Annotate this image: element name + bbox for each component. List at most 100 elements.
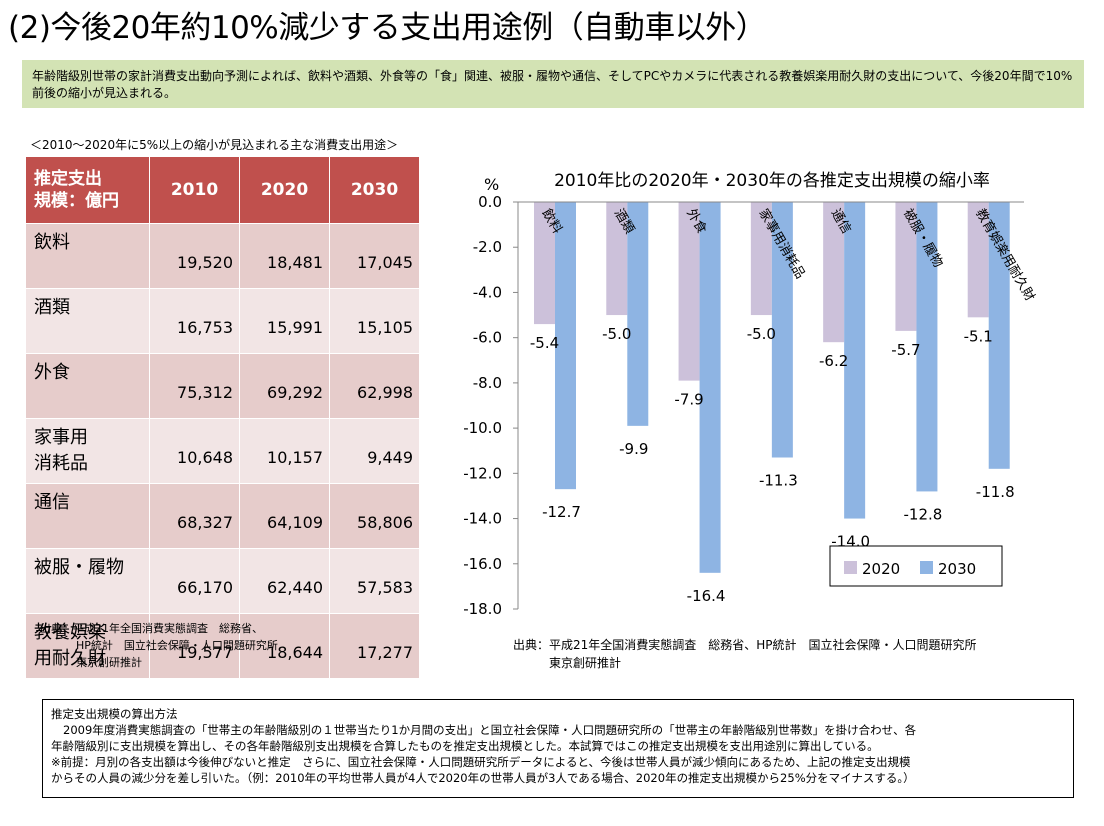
y-tick-label: -4.0	[473, 283, 502, 301]
bar-2020	[534, 202, 555, 325]
table-header-label-line1: 推定支出	[34, 169, 102, 189]
cell-2020: 15,991	[239, 288, 330, 354]
y-axis-ticks: 0.0 -2.0 -4.0 -6.0 -8.0 -10.0 -12.0 -14.0 -16.0 -…	[463, 193, 518, 618]
bar-2020	[606, 202, 628, 316]
value-label-2020: -5.0	[602, 325, 631, 343]
cell-2010: 68,327	[149, 483, 240, 549]
table-header-2020: 2020	[239, 156, 330, 224]
summary-text: 年齢階級別世帯の家計消費支出動向予測によれば、飲料や酒類、外食等の「食」関連、被…	[32, 69, 1073, 100]
y-tick-label: -12.0	[463, 464, 502, 482]
bar-2020	[750, 202, 772, 316]
row-label-line2: 用耐久財	[34, 648, 106, 669]
summary-box: 年齢階級別世帯の家計消費支出動向予測によれば、飲料や酒類、外食等の「食」関連、被…	[22, 60, 1084, 108]
table-row: 通信 68,327 64,109 58,806	[25, 483, 420, 549]
cell-2010: 19,577	[149, 613, 240, 679]
cell-2020: 69,292	[239, 353, 330, 419]
y-tick-label: -8.0	[473, 374, 502, 392]
cell-2030: 58,806	[329, 483, 420, 549]
cell-2030: 62,998	[329, 353, 420, 419]
cell-2010: 10,648	[149, 418, 240, 484]
table-caption: ＜2010～2020年に5%以上の縮小が見込まれる主な消費支出用途＞	[30, 138, 399, 152]
value-label-2030: -12.8	[904, 505, 943, 523]
cell-2020: 10,157	[239, 418, 330, 484]
y-tick-label: 0.0	[478, 193, 502, 211]
chart-title: 2010年比の2020年・2030年の各推定支出規模の縮小率	[554, 171, 990, 191]
chart-source: 出典：平成21年全国消費実態調査 総務省、HP統計 国立社会保障・人口問題研究所…	[513, 636, 977, 672]
y-tick-label: -14.0	[463, 510, 502, 528]
bar-2020	[895, 202, 917, 331]
row-label-line1: 家事用	[34, 427, 88, 448]
cell-2010: 66,170	[149, 548, 240, 614]
value-label-2020: -5.1	[964, 327, 993, 345]
table-source-line1: 出典：平成21年全国消費実態調査 総務省、	[40, 622, 263, 635]
row-label: 教養娯楽 用耐久財	[25, 613, 150, 679]
cell-2030: 17,045	[329, 223, 420, 289]
cell-2030: 9,449	[329, 418, 420, 484]
row-label: 飲料	[25, 223, 150, 289]
method-line2: 年齢階級別に支出規模を算出し、その各年齢階級別支出規模を合算したものを推定支出規…	[51, 739, 879, 753]
table-row: 外食 75,312 69,292 62,998	[25, 353, 420, 419]
value-label-2020: -5.4	[530, 334, 559, 352]
row-label: 酒類	[25, 288, 150, 354]
table-source: 出典：平成21年全国消費実態調査 総務省、 HP統計 国立社会保障・人口問題研究…	[40, 620, 278, 671]
value-label-2030: -16.4	[687, 587, 726, 605]
value-label-2020: -5.0	[747, 325, 776, 343]
value-label-2020: -7.9	[674, 391, 703, 409]
row-label-line1: 被服・履物	[34, 557, 124, 578]
value-label-2030: -11.3	[759, 472, 798, 490]
table-header-label-line2: 規模：億円	[34, 191, 119, 211]
row-label-line1: 教養娯楽	[34, 622, 106, 643]
legend-label-2030: 2030	[938, 560, 976, 578]
method-line1: 2009年度消費実態調査の「世帯主の年齢階級別の１世帯当たり1か月間の支出」と国…	[63, 723, 917, 737]
bar-2020	[967, 202, 989, 318]
legend-label-2020: 2020	[862, 560, 900, 578]
cell-2020: 18,481	[239, 223, 330, 289]
bar-2030	[916, 202, 938, 492]
row-label-line1: 通信	[34, 492, 70, 513]
bar-2030	[844, 202, 866, 519]
bar-2030	[555, 202, 576, 490]
bar-2030	[771, 202, 793, 458]
cell-2010: 75,312	[149, 353, 240, 419]
method-line4: からその人員の減少分を差し引いた。（例：2010年の平均世帯人員が4人で2020…	[51, 771, 915, 785]
method-line3: ※前提：月別の各支出額は今後伸びないと推定 さらに、国立社会保障・人口問題研究所…	[51, 755, 911, 769]
cell-2010: 16,753	[149, 288, 240, 354]
shrink-rate-chart: 2010年比の2020年・2030年の各推定支出規模の縮小率 % 0.0 -2.0…	[463, 171, 1038, 618]
cell-2030: 15,105	[329, 288, 420, 354]
method-heading: 推定支出規模の算出方法	[51, 707, 178, 721]
table-header-row: 推定支出 規模：億円 2010 2020 2030	[25, 156, 420, 224]
legend-swatch-2020	[844, 561, 857, 574]
cell-2020: 18,644	[239, 613, 330, 679]
bar-2030	[988, 202, 1010, 469]
expenditure-table: 推定支出 規模：億円 2010 2020 2030 飲料 19,520 18,4…	[25, 156, 420, 679]
cell-2010: 19,520	[149, 223, 240, 289]
table-source-line2: HP統計 国立社会保障・人口問題研究所	[76, 639, 278, 652]
value-label-2030: -12.7	[542, 503, 581, 521]
table-row: 酒類 16,753 15,991 15,105	[25, 288, 420, 354]
cell-2020: 62,440	[239, 548, 330, 614]
y-tick-label: -16.0	[463, 555, 502, 573]
bar-group	[534, 202, 1010, 573]
y-tick-label: -6.0	[473, 329, 502, 347]
row-label: 家事用 消耗品	[25, 418, 150, 484]
row-label-line1: 外食	[34, 362, 70, 383]
y-tick-label: -18.0	[463, 600, 502, 618]
table-row: 飲料 19,520 18,481 17,045	[25, 223, 420, 289]
row-label: 通信	[25, 483, 150, 549]
row-label: 被服・履物	[25, 548, 150, 614]
table-source-line3: 東京創研推計	[76, 656, 142, 669]
chart-source-line1: 出典：平成21年全国消費実態調査 総務省、HP統計 国立社会保障・人口問題研究所	[513, 638, 977, 652]
legend-box	[829, 545, 1003, 587]
y-tick-label: -2.0	[473, 238, 502, 256]
method-box: 推定支出規模の算出方法 2009年度消費実態調査の「世帯主の年齢階級別の１世帯当…	[42, 699, 1074, 798]
table-row: 被服・履物 66,170 62,440 57,583	[25, 548, 420, 614]
legend-swatch-2030	[920, 561, 933, 574]
cell-2030: 57,583	[329, 548, 420, 614]
bar-2020	[823, 202, 845, 343]
table-header-2010: 2010	[149, 156, 240, 224]
row-label-line1: 飲料	[34, 232, 70, 253]
table-header-label: 推定支出 規模：億円	[25, 156, 150, 224]
value-label-2030: -11.8	[976, 483, 1015, 501]
value-label-2020: -6.2	[819, 352, 848, 370]
y-axis-unit-label: %	[484, 175, 499, 194]
